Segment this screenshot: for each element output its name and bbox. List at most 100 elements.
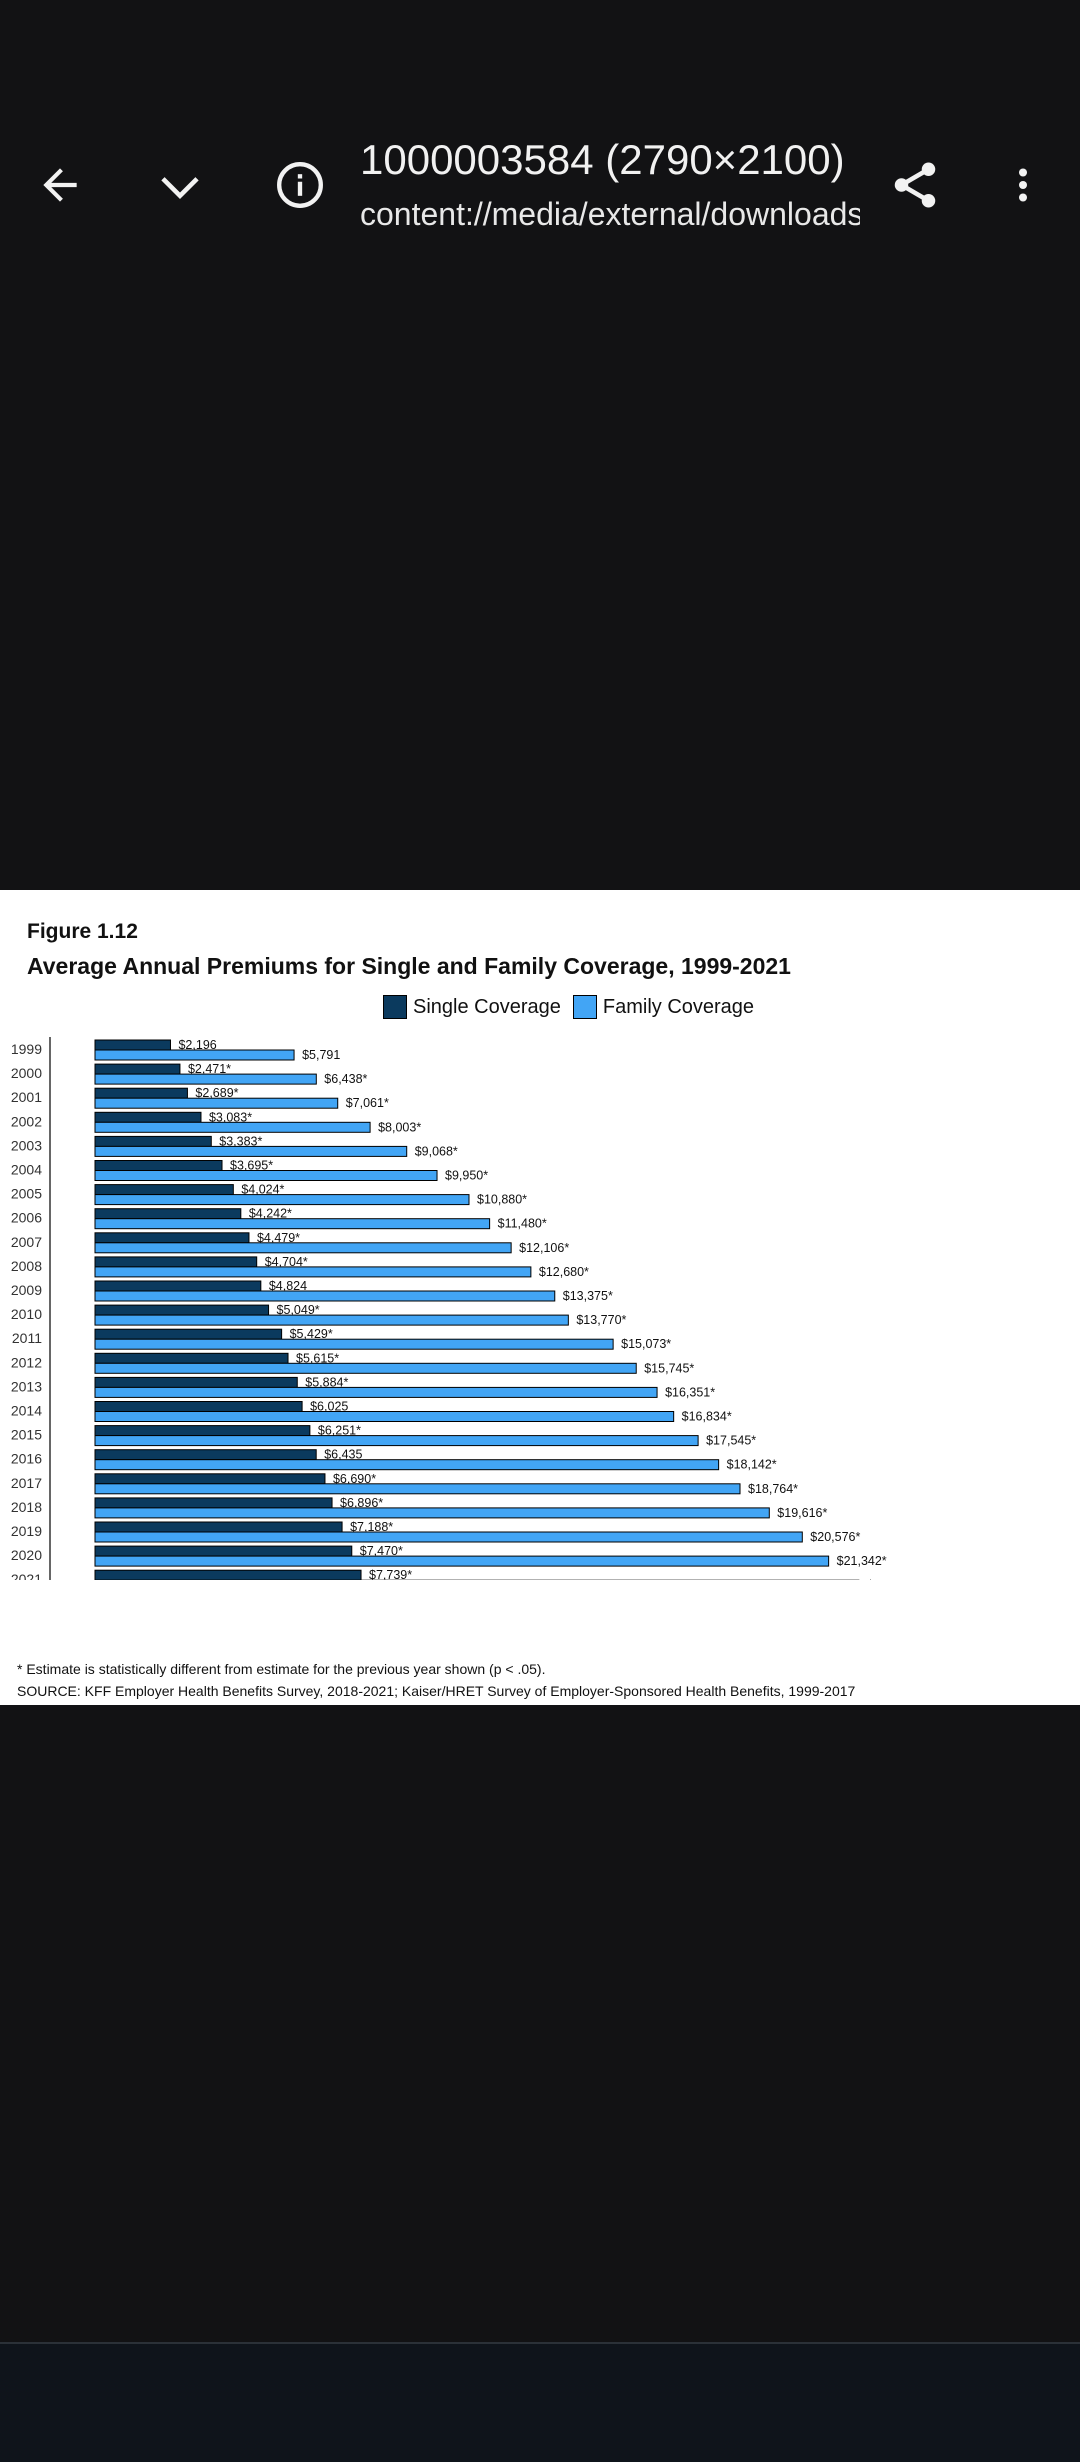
data-label-family: $11,480* xyxy=(498,1217,547,1231)
data-label-single: $6,690* xyxy=(333,1472,376,1486)
bar-family xyxy=(94,1507,770,1519)
data-label-family: $15,073* xyxy=(621,1337,671,1351)
bar-single xyxy=(94,1111,202,1123)
data-label-family: $17,545* xyxy=(706,1434,756,1448)
data-label-single: $4,704* xyxy=(265,1255,308,1269)
data-label-single: $4,824 xyxy=(269,1279,307,1293)
data-label-family: $22,221* xyxy=(867,1578,917,1580)
legend-label-single: Single Coverage xyxy=(413,995,561,1018)
legend-swatch-single xyxy=(383,995,407,1019)
bar-single xyxy=(94,1328,283,1340)
data-label-single: $4,479* xyxy=(257,1231,300,1245)
y-tick-label: 2001 xyxy=(11,1089,42,1105)
data-label-family: $20,576* xyxy=(810,1530,860,1544)
data-label-family: $19,616* xyxy=(777,1506,827,1520)
back-button[interactable] xyxy=(25,150,95,220)
bar-family xyxy=(94,1242,512,1254)
bar-family xyxy=(94,1555,830,1567)
data-label-family: $12,106* xyxy=(519,1241,569,1255)
bar-family xyxy=(94,1097,339,1109)
data-label-single: $7,470* xyxy=(360,1544,403,1558)
footnote: * Estimate is statistically different fr… xyxy=(17,1661,546,1677)
data-label-single: $6,025 xyxy=(310,1400,348,1414)
bar-family xyxy=(94,1121,371,1133)
bar-family xyxy=(94,1049,295,1061)
collapse-button[interactable] xyxy=(145,150,215,220)
bar-single xyxy=(94,1039,171,1051)
bar-single xyxy=(94,1160,223,1171)
bar-single xyxy=(94,1497,333,1509)
y-tick-label: 2000 xyxy=(11,1065,42,1081)
bar-family xyxy=(94,1483,741,1495)
data-label-single: $3,083* xyxy=(209,1110,252,1124)
data-label-family: $15,745* xyxy=(644,1361,694,1375)
y-tick-label: 2012 xyxy=(11,1354,42,1370)
info-icon xyxy=(277,162,323,208)
y-tick-label: 2007 xyxy=(11,1234,42,1250)
bar-single xyxy=(94,1473,326,1485)
data-label-single: $2,196 xyxy=(178,1038,216,1052)
bar-family xyxy=(94,1531,803,1543)
bar-single xyxy=(94,1256,258,1268)
data-label-family: $18,764* xyxy=(748,1482,798,1496)
bar-family xyxy=(94,1386,658,1398)
bar-single xyxy=(94,1425,311,1437)
legend-label-family: Family Coverage xyxy=(602,995,755,1018)
legend-swatch-family xyxy=(572,995,597,1019)
data-label-family: $9,950* xyxy=(445,1169,488,1183)
viewer-toolbar: 1000003584 (2790×2100) content://media/e… xyxy=(0,0,1080,330)
more-vert-icon xyxy=(1019,168,1027,202)
data-label-single: $5,049* xyxy=(277,1303,320,1317)
bar-family xyxy=(94,1145,408,1157)
data-label-single: $6,896* xyxy=(340,1496,383,1510)
bar-single xyxy=(94,1352,289,1364)
y-tick-label: 2004 xyxy=(11,1162,42,1178)
data-label-family: $13,770* xyxy=(576,1313,626,1327)
y-tick-label: 2006 xyxy=(11,1210,42,1226)
figure-title: Average Annual Premiums for Single and F… xyxy=(27,953,791,979)
share-button[interactable] xyxy=(880,150,950,220)
y-tick-label: 2009 xyxy=(11,1282,42,1298)
bar-single xyxy=(94,1569,362,1580)
y-tick-label: 2020 xyxy=(11,1547,42,1563)
y-tick-label: 2015 xyxy=(11,1427,42,1443)
bar-single xyxy=(94,1521,343,1533)
chevron-down-icon xyxy=(161,177,199,199)
data-label-single: $2,689* xyxy=(195,1086,238,1100)
share-icon xyxy=(894,162,936,208)
bar-family xyxy=(94,1194,470,1206)
more-options-button[interactable] xyxy=(988,150,1058,220)
y-tick-label: 2010 xyxy=(11,1306,42,1322)
y-tick-label: 2008 xyxy=(11,1258,42,1274)
bar-single xyxy=(94,1184,234,1196)
data-label-family: $9,068* xyxy=(415,1144,458,1158)
y-tick-label: 2018 xyxy=(11,1499,42,1515)
data-label-family: $5,791 xyxy=(302,1048,340,1062)
figure-label: Figure 1.12 xyxy=(27,920,138,943)
bar-single xyxy=(94,1232,250,1244)
y-tick-label: 2021 xyxy=(11,1571,42,1580)
data-label-family: $21,342* xyxy=(837,1554,887,1568)
data-label-family: $12,680* xyxy=(539,1265,589,1279)
data-label-single: $4,024* xyxy=(241,1183,284,1197)
bar-single xyxy=(94,1135,212,1147)
data-label-single: $7,739* xyxy=(369,1568,412,1580)
y-tick-label: 2019 xyxy=(11,1523,42,1539)
bar-family xyxy=(94,1170,438,1181)
bar-single xyxy=(94,1376,298,1388)
bar-family xyxy=(94,1459,720,1471)
bar-family xyxy=(94,1290,556,1302)
y-tick-label: 2016 xyxy=(11,1451,42,1467)
bar-family xyxy=(94,1338,614,1350)
data-label-single: $5,429* xyxy=(290,1327,333,1341)
data-label-family: $7,061* xyxy=(346,1096,389,1110)
image-preview[interactable]: Figure 1.12 Average Annual Premiums for … xyxy=(0,890,1080,1705)
bar-single xyxy=(94,1063,181,1075)
data-label-single: $2,471* xyxy=(188,1062,231,1076)
info-button[interactable] xyxy=(265,150,335,220)
bar-family xyxy=(94,1314,569,1326)
bar-single xyxy=(94,1304,270,1316)
y-tick-label: 1999 xyxy=(11,1041,42,1057)
bottom-navigation-bar xyxy=(0,2342,1080,2462)
bar-family xyxy=(94,1073,317,1085)
